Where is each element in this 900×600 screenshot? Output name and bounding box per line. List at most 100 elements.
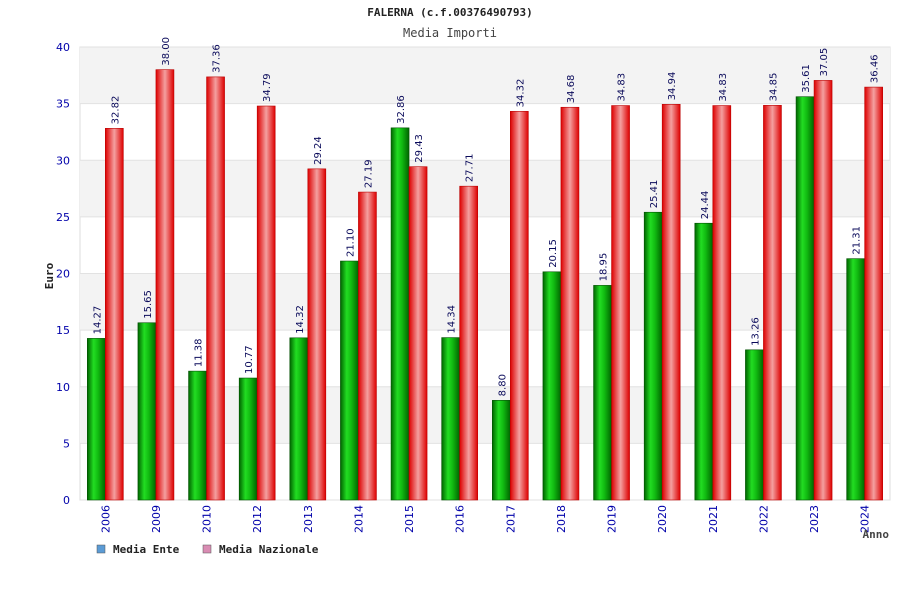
value-label: 14.34 [447,305,458,334]
bar-media-ente-2019 [593,285,612,501]
x-tick-label: 2024 [859,505,872,533]
x-tick-label: 2020 [656,505,669,533]
x-tick-label: 2013 [302,505,315,533]
value-labels: 14.27 32.82 15.65 38.00 11.38 37.36 10.77 34.79… [92,37,880,396]
value-label: 34.83 [617,73,628,102]
value-label: 38.00 [161,37,172,66]
bar-media-ente-2018 [542,271,562,501]
bar-media-ente-2009 [137,322,157,501]
bar-media-ente-2010 [188,370,207,501]
value-label: 14.27 [92,306,103,335]
x-tick-label: 2022 [757,505,770,533]
y-axis-label: Euro [43,262,56,289]
legend: Media Ente Media Nazionale [96,543,319,556]
value-label: 24.44 [700,191,711,220]
value-label: 34.83 [718,73,729,102]
value-label: 27.71 [465,154,476,183]
value-label: 34.68 [566,75,577,104]
bar-media-ente-2015 [390,127,410,501]
bar-media-nazionale-2012 [256,105,276,501]
bar-media-nazionale-2015 [408,166,428,501]
x-tick-label: 2009 [150,505,163,533]
legend-swatch [202,544,212,554]
bar-media-nazionale-2014 [358,191,377,501]
y-tick-label: 40 [56,41,70,54]
bar-media-nazionale-2021 [712,105,732,501]
y-axis-ticks: 0 5 10 15 20 25 30 35 40 [56,41,70,507]
value-label: 29.43 [414,134,425,163]
value-label: 18.95 [599,253,610,282]
value-label: 11.38 [194,338,205,367]
value-label: 37.36 [212,44,223,73]
x-tick-label: 2017 [504,505,517,533]
bars-group [87,69,883,501]
x-tick-label: 2019 [606,505,619,533]
bar-media-nazionale-2022 [763,105,782,501]
value-label: 29.24 [313,136,324,165]
legend-label: Media Ente [113,543,180,556]
x-tick-label: 2012 [251,505,264,533]
bar-media-nazionale-2016 [459,185,478,501]
bar-media-nazionale-2013 [307,168,327,501]
legend-label: Media Nazionale [219,543,319,556]
bar-media-nazionale-2009 [155,69,175,501]
bar-media-ente-2023 [795,96,815,501]
y-tick-label: 20 [56,268,70,281]
value-label: 21.10 [345,228,356,257]
value-label: 35.61 [801,64,812,93]
bar-media-ente-2020 [643,211,663,501]
y-tick-label: 10 [56,381,70,394]
bar-media-nazionale-2017 [510,111,529,501]
x-tick-label: 2018 [555,505,568,533]
bar-media-nazionale-2024 [864,86,883,501]
value-label: 34.85 [768,73,779,102]
value-label: 25.41 [649,180,660,209]
bar-media-ente-2013 [289,337,309,501]
value-label: 20.15 [548,239,559,268]
value-label: 36.46 [870,54,881,83]
x-tick-label: 2023 [808,505,821,533]
value-label: 13.26 [750,317,761,346]
x-axis-ticks: 2006 2009 2010 2012 2013 2014 2015 2016 2017 2018… [99,505,871,533]
y-tick-label: 0 [63,494,70,507]
value-label: 32.82 [110,96,121,125]
x-axis-label: Anno [863,528,890,541]
value-label: 37.05 [819,48,830,77]
bar-media-ente-2014 [340,260,359,501]
value-label: 15.65 [143,290,154,319]
value-label: 32.86 [396,95,407,124]
bar-media-ente-2022 [745,349,764,501]
value-label: 34.94 [667,72,678,101]
y-tick-label: 5 [63,437,70,450]
x-tick-label: 2014 [352,505,365,533]
bar-media-nazionale-2019 [611,105,630,501]
x-tick-label: 2006 [99,505,112,533]
bar-media-ente-2024 [846,258,865,501]
chart-subtitle: Media Importi [403,26,497,40]
value-label: 27.19 [363,159,374,188]
bar-media-nazionale-2020 [661,104,681,501]
value-label: 21.31 [852,226,863,255]
value-label: 10.77 [244,345,255,374]
value-label: 34.79 [262,73,273,102]
bar-media-ente-2021 [694,222,714,501]
legend-swatch [96,544,106,554]
bar-media-nazionale-2006 [105,128,124,501]
bar-media-ente-2017 [492,400,511,501]
bar-media-ente-2016 [441,337,460,501]
value-label: 14.32 [295,305,306,334]
value-label: 8.80 [497,374,508,396]
x-tick-label: 2016 [454,505,467,533]
x-tick-label: 2010 [201,505,214,533]
value-label: 34.32 [515,79,526,108]
bar-media-ente-2012 [238,377,258,501]
y-tick-label: 30 [56,154,70,167]
x-tick-label: 2015 [403,505,416,533]
bar-media-nazionale-2010 [206,76,225,501]
chart-title: FALERNA (c.f.00376490793) [367,6,533,19]
x-tick-label: 2021 [707,505,720,533]
y-tick-label: 15 [56,324,70,337]
y-tick-label: 35 [56,98,70,111]
bar-media-nazionale-2023 [813,80,833,501]
